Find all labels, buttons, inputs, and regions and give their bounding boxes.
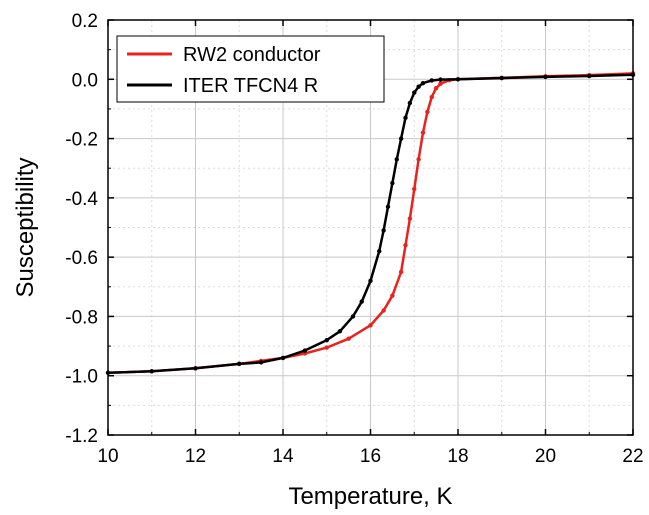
data-point bbox=[350, 314, 356, 319]
data-point bbox=[394, 157, 399, 162]
legend-label-rw2: RW2 conductor bbox=[183, 44, 321, 66]
data-point bbox=[302, 348, 308, 353]
data-point bbox=[390, 180, 395, 186]
data-point bbox=[258, 360, 264, 365]
data-point bbox=[324, 345, 329, 350]
data-point bbox=[499, 75, 504, 81]
y-tick-label: -0.2 bbox=[65, 130, 98, 151]
y-tick-label: 0.0 bbox=[72, 70, 98, 91]
data-point bbox=[416, 84, 421, 89]
data-point bbox=[149, 369, 154, 374]
data-point bbox=[455, 77, 461, 82]
data-point bbox=[390, 293, 395, 298]
data-point bbox=[385, 204, 391, 209]
data-point bbox=[438, 77, 443, 82]
data-point bbox=[403, 115, 408, 121]
x-tick-label: 22 bbox=[622, 446, 643, 467]
series-line-1 bbox=[107, 73, 634, 375]
y-tick-label: -1.2 bbox=[65, 426, 98, 447]
data-point bbox=[368, 278, 373, 284]
x-tick-label: 14 bbox=[272, 446, 294, 467]
data-point bbox=[407, 216, 413, 221]
y-axis-title: Susceptibility bbox=[12, 157, 39, 297]
x-tick-labels: 10 12 14 16 18 20 22 bbox=[97, 446, 643, 467]
data-point bbox=[280, 355, 286, 361]
y-tick-label: -1.0 bbox=[65, 367, 98, 388]
legend-label-iter: ITER TFCN4 R bbox=[183, 75, 318, 97]
y-tick-label: -0.6 bbox=[65, 248, 98, 269]
data-point bbox=[416, 157, 421, 162]
data-point bbox=[433, 85, 439, 91]
x-tick-label: 10 bbox=[97, 446, 118, 467]
data-point bbox=[412, 90, 417, 95]
x-tick-label: 20 bbox=[535, 446, 556, 467]
data-point bbox=[412, 186, 417, 192]
legend-box bbox=[116, 35, 385, 103]
data-point bbox=[237, 361, 242, 367]
data-point bbox=[398, 269, 404, 275]
x-tick-label: 16 bbox=[360, 446, 381, 467]
data-point bbox=[324, 337, 329, 343]
x-axis-title: Temperature, K bbox=[288, 483, 452, 510]
data-point bbox=[429, 94, 434, 100]
data-point bbox=[368, 323, 373, 328]
data-point bbox=[381, 308, 386, 313]
data-point bbox=[420, 130, 426, 135]
y-tick-labels: -1.2 -1.0 -0.8 -0.6 -0.4 -0.2 0.0 0.2 bbox=[65, 11, 98, 447]
x-tick-label: 18 bbox=[447, 446, 468, 467]
y-tick-label: 0.2 bbox=[72, 11, 98, 32]
y-tick-label: -0.8 bbox=[65, 307, 98, 328]
data-point bbox=[346, 336, 351, 341]
data-point bbox=[337, 329, 343, 334]
data-point bbox=[587, 73, 592, 79]
data-point bbox=[377, 249, 382, 254]
y-tick-label: -0.4 bbox=[65, 189, 98, 210]
x-tick-label: 12 bbox=[185, 446, 206, 467]
data-point bbox=[398, 136, 404, 141]
data-point bbox=[381, 228, 386, 233]
data-point bbox=[543, 74, 548, 80]
tick-marks bbox=[107, 19, 634, 436]
data-point bbox=[425, 109, 430, 115]
data-point bbox=[420, 80, 426, 86]
data-point bbox=[429, 78, 434, 83]
data-point bbox=[359, 299, 364, 304]
data-point bbox=[193, 366, 198, 371]
legend: RW2 conductor ITER TFCN4 R bbox=[116, 35, 385, 103]
data-point bbox=[438, 81, 443, 86]
data-point bbox=[407, 100, 413, 106]
data-point bbox=[403, 243, 408, 248]
series-layer bbox=[105, 71, 636, 375]
